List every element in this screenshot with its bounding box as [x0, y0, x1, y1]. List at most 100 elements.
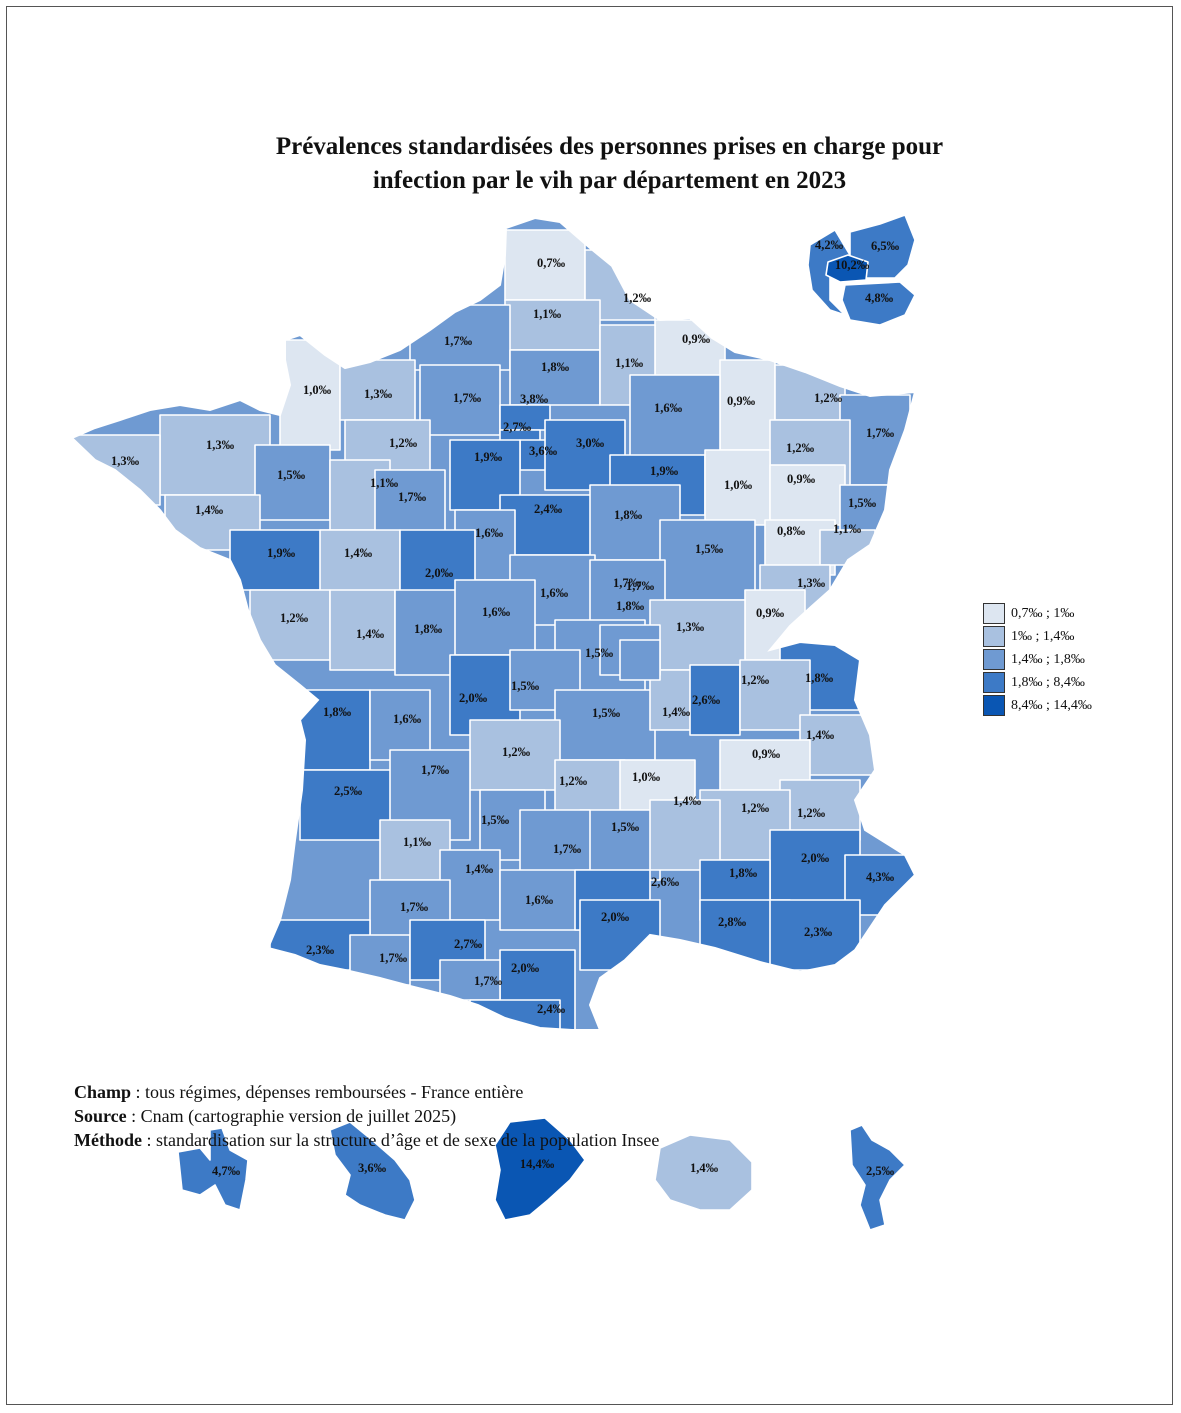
department-value-label: 0,7‰ — [537, 256, 566, 270]
department-value-label: 1,7‰ — [421, 763, 450, 777]
legend-swatch — [983, 672, 1005, 693]
department-value-label: 1,1‰ — [615, 356, 644, 370]
department-value-label: 2,0‰ — [511, 961, 540, 975]
department-value-label: 2,6‰ — [692, 693, 721, 707]
title-line-2: infection par le vih par département en … — [372, 167, 847, 194]
overseas-department-area — [329, 1121, 416, 1221]
legend-item: 1,4‰ ; 1,8‰ — [983, 648, 1092, 671]
department-value-label: 1,8‰ — [729, 866, 758, 880]
department-value-label: 2,5‰ — [334, 784, 363, 798]
department-area — [159, 414, 271, 496]
department-value-label: 1,8‰ — [616, 599, 645, 613]
department-value-label: 1,2‰ — [280, 611, 309, 625]
overseas-value-label: 3,6‰ — [358, 1161, 387, 1175]
department-value-label: 1,8‰ — [805, 671, 834, 685]
department-value-label: 1,5‰ — [611, 820, 640, 834]
metropolitan-france: 0,7‰ 1,2‰ 1,1‰ 1,7‰ 0,9‰ 1,8‰ 1,1‰ 1,0‰ 1,3‰ 1,7‰… — [70, 216, 917, 1031]
department-value-label: 0,9‰ — [756, 606, 785, 620]
department-value-label: 2,3‰ — [804, 925, 833, 939]
department-value-label: 0,9‰ — [682, 332, 711, 346]
department-value-label: 1,6‰ — [393, 712, 422, 726]
department-cells — [72, 218, 915, 1030]
legend-label: 1,4‰ ; 1,8‰ — [1011, 651, 1085, 667]
department-value-label: 0,8‰ — [777, 524, 806, 538]
department-value-label: 2,0‰ — [459, 691, 488, 705]
legend-label: 0,7‰ ; 1‰ — [1011, 605, 1075, 621]
idf-value-label: 6,5‰ — [871, 239, 900, 253]
department-value-label: 1,4‰ — [356, 627, 385, 641]
department-value-label: 1,1‰ — [533, 307, 562, 321]
department-value-label: 1,4‰ — [673, 794, 702, 808]
department-value-label: 2,0‰ — [425, 566, 454, 580]
department-value-label: 2,3‰ — [306, 943, 335, 957]
department-value-label: 1,5‰ — [585, 646, 614, 660]
overseas-value-label: 1,4‰ — [690, 1161, 719, 1175]
department-value-label: 3,6‰ — [529, 444, 558, 458]
legend-item: 1‰ ; 1,4‰ — [983, 625, 1092, 648]
department-area — [319, 529, 401, 601]
department-area — [249, 589, 331, 661]
department-value-label: 1,5‰ — [277, 468, 306, 482]
note-champ: Champ : tous régimes, dépenses remboursé… — [74, 1082, 524, 1102]
department-value-label: 1,4‰ — [344, 546, 373, 560]
legend-item: 0,7‰ ; 1‰ — [983, 602, 1092, 625]
department-area — [629, 374, 721, 461]
department-value-label: 1,6‰ — [475, 526, 504, 540]
department-area — [254, 444, 331, 521]
department-value-label: 1,1‰ — [403, 835, 432, 849]
department-value-label: 1,6‰ — [654, 401, 683, 415]
overseas-department-area — [494, 1117, 586, 1221]
ile-de-france-inset: 4,2‰ 6,5‰10,2‰ 4,8‰ — [807, 214, 916, 326]
legend-swatch — [983, 649, 1005, 670]
overseas-value-label: 2,5‰ — [866, 1164, 895, 1178]
department-value-label: 1,7‰ — [474, 974, 503, 988]
department-value-label: 1,4‰ — [662, 705, 691, 719]
department-value-label: 1,0‰ — [724, 478, 753, 492]
department-value-label: 2,4‰ — [537, 1002, 566, 1016]
department-area — [469, 719, 561, 791]
department-value-label: 1,2‰ — [741, 801, 770, 815]
idf-value-label: 4,8‰ — [865, 291, 894, 305]
department-area — [229, 529, 331, 591]
department-value-label: 1,6‰ — [482, 605, 511, 619]
department-value-label: 1,2‰ — [814, 391, 843, 405]
department-value-label: 4,3‰ — [866, 870, 895, 884]
department-area — [419, 364, 501, 436]
department-value-label: 1,4‰ — [465, 862, 494, 876]
department-value-label: 1,8‰ — [541, 360, 570, 374]
department-value-label: 1,8‰ — [414, 622, 443, 636]
legend: 0,7‰ ; 1‰ 1‰ ; 1,4‰ 1,4‰ ; 1,8‰ 1,8‰ ; 8,4‰… — [983, 602, 1092, 717]
department-value-label: 0,9‰ — [752, 747, 781, 761]
legend-item: 8,4‰ ; 14,4‰ — [983, 694, 1092, 717]
department-value-label: 1,7‰ — [444, 334, 473, 348]
overseas-department-area — [849, 1124, 906, 1231]
legend-swatch — [983, 695, 1005, 716]
idf-value-label: 4,2‰ — [815, 238, 844, 252]
department-value-label: 2,7‰ — [454, 937, 483, 951]
department-value-label: 1,7‰ — [613, 576, 642, 590]
department-value-label: 1,2‰ — [623, 291, 652, 305]
department-value-label: 1,6‰ — [540, 586, 569, 600]
department-value-label: 1,4‰ — [806, 728, 835, 742]
department-value-label: 1,1‰ — [370, 476, 399, 490]
idf-department-area — [825, 254, 869, 283]
department-value-label: 1,3‰ — [206, 438, 235, 452]
department-value-label: 1,2‰ — [502, 745, 531, 759]
legend-label: 1,8‰ ; 8,4‰ — [1011, 674, 1085, 690]
overseas-value-label: 4,7‰ — [212, 1164, 241, 1178]
department-value-label: 1,7‰ — [400, 900, 429, 914]
department-area — [579, 809, 661, 881]
department-value-label: 1,5‰ — [592, 706, 621, 720]
department-value-label: 1,2‰ — [797, 806, 826, 820]
legend-label: 1‰ ; 1,4‰ — [1011, 628, 1075, 644]
department-area — [649, 799, 721, 871]
department-area — [654, 319, 726, 381]
note-source: Source : Cnam (cartographie version de j… — [74, 1106, 457, 1126]
department-value-label: 1,3‰ — [676, 620, 705, 634]
department-value-label: 3,0‰ — [576, 436, 605, 450]
footnotes: Champ : tous régimes, dépenses remboursé… — [74, 1080, 659, 1152]
department-value-label: 0,9‰ — [787, 472, 816, 486]
department-value-label: 2,0‰ — [801, 851, 830, 865]
department-area — [619, 639, 661, 681]
